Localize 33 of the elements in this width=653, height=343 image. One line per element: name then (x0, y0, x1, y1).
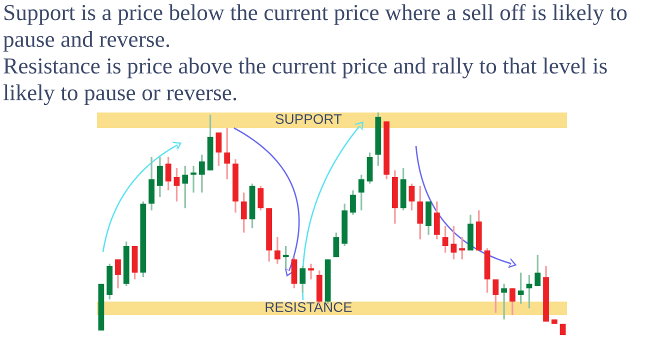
candlestick (224, 127, 230, 180)
candlestick (526, 274, 532, 310)
candlestick (501, 282, 507, 320)
candlestick (282, 245, 289, 270)
candlestick (518, 272, 524, 305)
candlestick (408, 182, 415, 212)
candlestick (115, 258, 121, 290)
candlestick (240, 192, 247, 234)
candlestick (300, 265, 306, 294)
candlestick (174, 167, 180, 202)
candlestick (216, 132, 222, 167)
candlestick (442, 225, 448, 254)
candlestick (492, 278, 499, 314)
candlestick (308, 262, 314, 280)
candlestick (417, 185, 424, 240)
candlestick (333, 232, 340, 258)
candlestick (198, 154, 205, 194)
candlestick (190, 165, 196, 194)
candlestick (258, 185, 264, 212)
candlestick (274, 236, 280, 265)
band-label: SUPPORT (276, 114, 342, 124)
band-label: RESISTANCE (266, 302, 352, 312)
chart-subtitle: Resistance is price above the current price and rally to that level is likely to pause or reverse. (3, 58, 607, 106)
candlestick (534, 254, 541, 287)
candlestick (434, 200, 440, 240)
candlestick (358, 174, 364, 212)
candlestick (165, 156, 172, 192)
candlestick (350, 190, 356, 216)
candlestick (157, 156, 163, 198)
candlestick (510, 287, 516, 316)
chart-title: Support is a price below the current price where a sell off is likely to pause and reverse. (3, 4, 627, 52)
candlestick (182, 165, 188, 209)
candlestick (459, 236, 466, 260)
